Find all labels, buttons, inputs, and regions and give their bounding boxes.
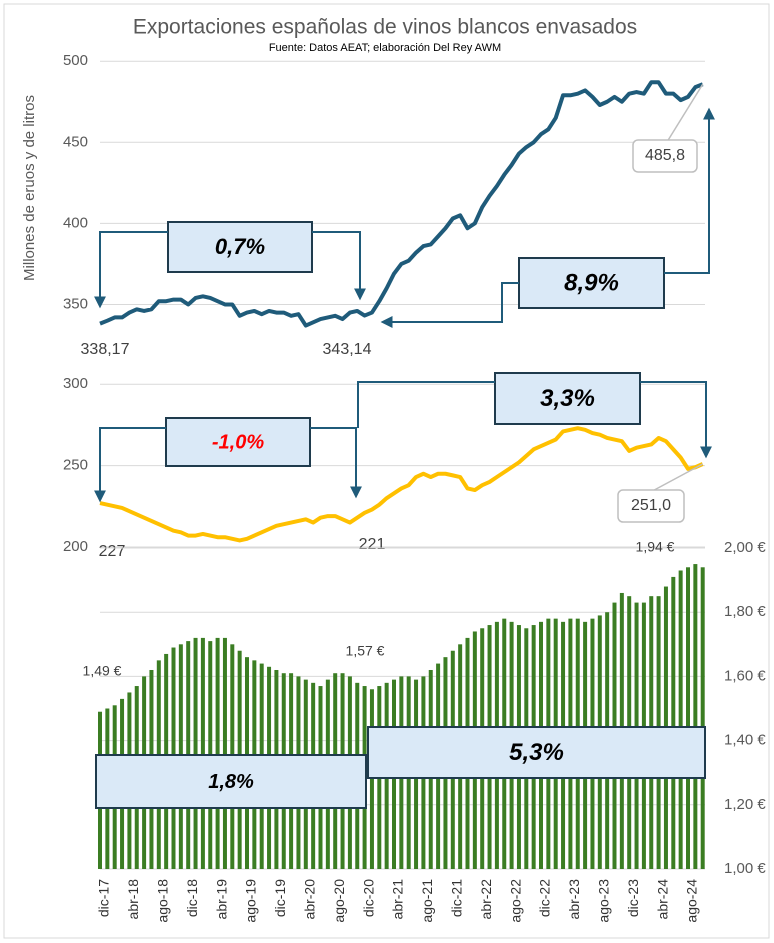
x-tick-label: abr-18 <box>125 879 141 920</box>
y-tick-label: 1,20 € <box>724 796 766 813</box>
x-tick-label: dic-18 <box>184 879 200 917</box>
x-tick-label: ago-20 <box>331 879 347 923</box>
annotation-box <box>167 221 313 273</box>
data-label: 1,94 € <box>636 539 675 555</box>
annotation-box <box>95 754 367 809</box>
annotation: 1,8% <box>208 771 254 793</box>
y-tick-label: 250 <box>63 457 88 474</box>
callout-pointer <box>667 83 704 141</box>
annotation-box <box>494 372 641 425</box>
x-tick-label: ago-24 <box>684 879 700 923</box>
bar <box>678 570 683 869</box>
y-tick-label: 2,00 € <box>724 539 766 556</box>
annotation: 8,9% <box>564 269 619 296</box>
x-tick-label: dic-17 <box>96 879 112 917</box>
data-label: 221 <box>359 536 386 553</box>
data-label: 251,0 <box>631 497 671 514</box>
bar <box>686 567 690 869</box>
x-tick-label: abr-21 <box>390 879 406 920</box>
chart-subtitle: Fuente: Datos AEAT; elaboración Del Rey … <box>269 42 501 54</box>
chart-title: Exportaciones españolas de vinos blancos… <box>133 16 637 39</box>
line-series <box>99 80 704 328</box>
annotation-box <box>367 726 706 779</box>
x-tick-label: dic-21 <box>449 879 465 917</box>
bar <box>693 564 698 869</box>
y-tick-label: 1,40 € <box>724 732 766 749</box>
arrows <box>94 107 715 503</box>
annotation: 3,3% <box>540 385 595 412</box>
annotation: -1,0% <box>212 431 264 453</box>
x-tick-label: dic-20 <box>360 879 376 917</box>
x-tick-label: abr-20 <box>302 879 318 920</box>
bar <box>700 567 705 869</box>
callout-box <box>632 139 698 173</box>
y-axis-label: Millones de eruos y de litros <box>21 95 38 281</box>
y-tick-label: 500 <box>63 52 88 69</box>
bar <box>222 637 227 869</box>
x-tick-label: dic-23 <box>625 879 641 917</box>
bar <box>200 637 205 869</box>
data-label: 1,49 € <box>83 663 122 679</box>
y-tick-label: 400 <box>63 214 88 231</box>
x-tick-label: abr-22 <box>478 879 494 920</box>
x-tick-label: dic-22 <box>537 879 553 917</box>
data-label: 343,14 <box>323 341 372 358</box>
y-tick-label: 1,80 € <box>724 603 766 620</box>
x-tick-label: ago-22 <box>507 879 523 923</box>
annotation: 5,3% <box>509 739 564 766</box>
bar <box>215 637 220 869</box>
bar <box>369 689 374 869</box>
x-tick-label: ago-18 <box>155 879 171 923</box>
data-label: 227 <box>99 543 126 560</box>
y-tick-label: 1,00 € <box>724 860 766 877</box>
annotation-box <box>518 257 665 309</box>
x-tick-label: ago-21 <box>419 879 435 923</box>
bar <box>193 637 198 869</box>
bar <box>671 576 676 869</box>
callout-pointer <box>653 463 704 491</box>
annotation-box <box>165 417 311 467</box>
x-tick-label: ago-19 <box>243 879 259 923</box>
x-tick-label: abr-24 <box>654 879 670 920</box>
line-series <box>99 426 704 543</box>
y-tick-label: 1,60 € <box>724 667 766 684</box>
y-tick-label: 350 <box>63 295 88 312</box>
data-label: 1,57 € <box>346 643 385 659</box>
x-tick-label: abr-19 <box>213 879 229 920</box>
y-tick-label: 200 <box>63 538 88 555</box>
data-label: 485,8 <box>645 147 685 164</box>
y-tick-label: 300 <box>63 375 88 392</box>
callout-box <box>617 489 685 523</box>
x-tick-label: abr-23 <box>566 879 582 920</box>
annotation: 0,7% <box>215 234 265 259</box>
data-label: 338,17 <box>81 341 130 358</box>
x-tick-label: ago-23 <box>596 879 612 923</box>
x-tick-label: dic-19 <box>272 879 288 917</box>
y-tick-label: 450 <box>63 133 88 150</box>
